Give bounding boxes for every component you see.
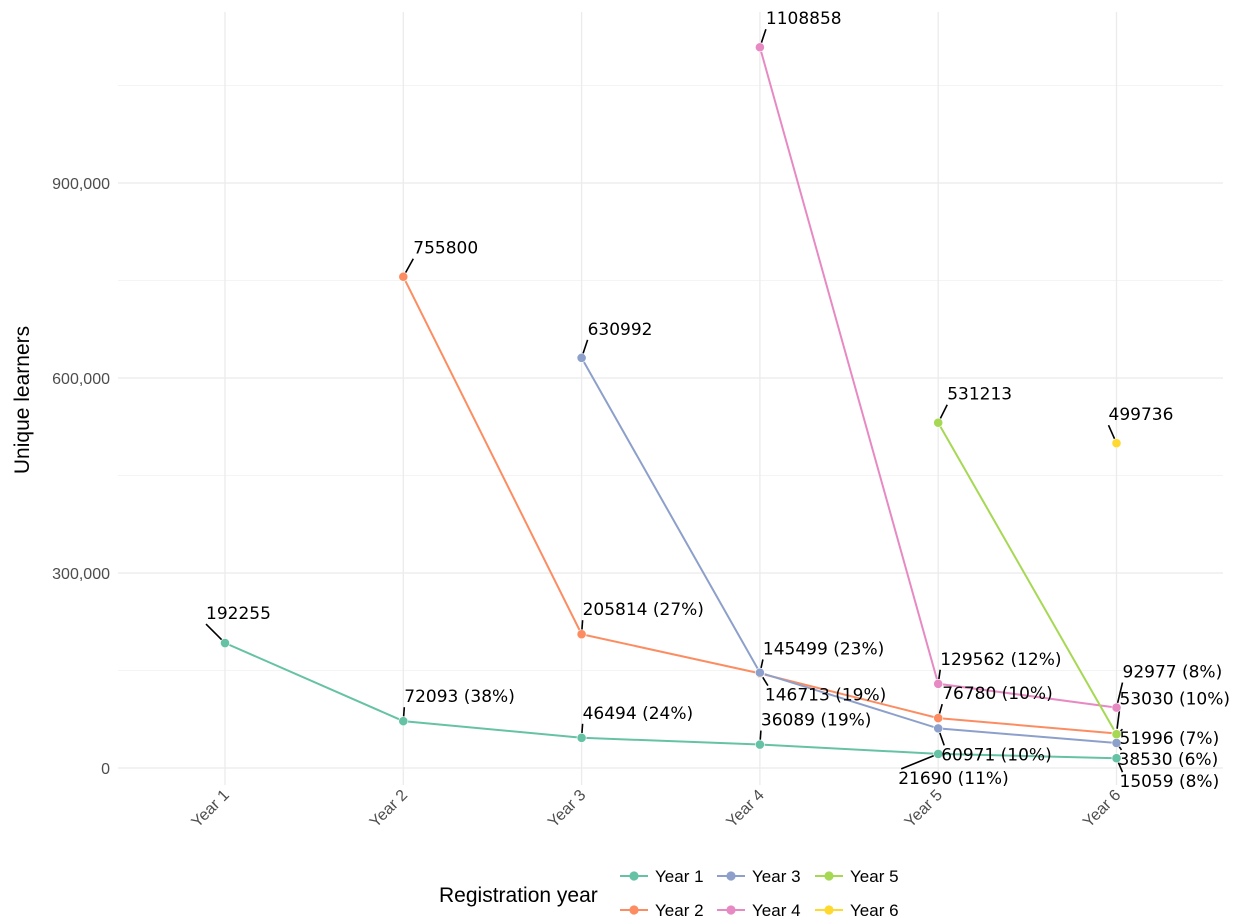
legend-item-year-4: Year 4: [717, 901, 801, 919]
x-tick-label: Year 6: [1080, 787, 1124, 831]
data-label: 205814 (27%): [583, 600, 704, 620]
y-tick-label: 600,000: [52, 371, 110, 388]
data-point: [1111, 438, 1122, 449]
data-points: [220, 42, 1122, 764]
data-label: 755800: [413, 239, 478, 259]
data-point: [755, 42, 765, 53]
y-tick-label: 0: [101, 761, 110, 778]
legend-label: Year 3: [752, 867, 801, 886]
legend-label: Year 1: [655, 867, 704, 886]
data-label: 192255: [206, 604, 271, 624]
data-label: 38530 (6%): [1119, 750, 1219, 770]
legend-label: Year 6: [850, 901, 899, 919]
data-label: 36089 (19%): [761, 711, 872, 731]
x-tick-label: Year 5: [902, 787, 946, 831]
legend-marker: [629, 871, 639, 881]
data-point: [1111, 753, 1122, 764]
data-point: [576, 352, 587, 363]
legend-marker: [726, 871, 736, 881]
grid: [118, 12, 1223, 785]
data-point: [576, 629, 587, 640]
data-point: [933, 713, 944, 723]
data-point: [755, 739, 765, 750]
legend-marker: [629, 905, 639, 915]
legend: Registration year Year 1 Year 3 Year 5 Year…: [439, 867, 899, 919]
data-label: 630992: [588, 320, 653, 340]
data-point: [1111, 702, 1122, 713]
y-tick-label: 900,000: [52, 176, 110, 193]
legend-title: Registration year: [439, 884, 598, 907]
data-label: 531213: [947, 385, 1012, 405]
data-point: [220, 638, 230, 648]
data-label: 51996 (7%): [1120, 729, 1220, 749]
x-tick-label: Year 2: [367, 787, 411, 831]
data-point: [933, 723, 944, 734]
data-point: [576, 732, 587, 743]
y-axis: 0 300,000 600,000 900,000: [52, 176, 110, 778]
legend-label: Year 5: [850, 867, 899, 886]
data-label: 92977 (8%): [1123, 663, 1223, 683]
legend-item-year-5: Year 5: [815, 867, 899, 886]
data-point: [398, 716, 409, 727]
legend-marker: [824, 871, 834, 881]
data-point: [1111, 729, 1122, 740]
x-tick-label: Year 4: [723, 787, 767, 831]
series-line-year-1: [224, 642, 1117, 760]
legend-item-year-1: Year 1: [620, 867, 704, 886]
data-label: 15059 (8%): [1120, 772, 1220, 792]
x-tick-label: Year 3: [545, 787, 589, 831]
data-label: 1108858: [766, 9, 842, 29]
data-point: [755, 667, 765, 678]
data-label: 129562 (12%): [940, 650, 1061, 670]
x-axis: Year 1 Year 2 Year 3 Year 4 Year 5 Year 6: [189, 787, 1125, 831]
series-line-year-3: [580, 357, 1117, 744]
legend-item-year-6: Year 6: [815, 901, 899, 919]
legend-item-year-3: Year 3: [717, 867, 801, 886]
label-leader: [900, 753, 939, 770]
legend-label: Year 4: [752, 901, 801, 919]
legend-label: Year 2: [655, 901, 704, 919]
y-tick-label: 300,000: [52, 566, 110, 583]
data-label: 499736: [1109, 405, 1174, 425]
data-label: 60971 (10%): [941, 745, 1052, 765]
data-label: 76780 (10%): [942, 684, 1053, 704]
data-label: 72093 (38%): [404, 687, 515, 707]
data-label: 145499 (23%): [763, 639, 884, 659]
data-label: 53030 (10%): [1120, 690, 1231, 710]
data-labels: 192255 72093 (38%) 46494 (24%) 36089 (19%) 2…: [206, 9, 1230, 792]
data-point: [398, 271, 409, 282]
legend-marker: [824, 905, 834, 915]
data-point: [933, 678, 944, 689]
data-point: [933, 417, 944, 428]
legend-item-year-2: Year 2: [620, 901, 704, 919]
data-label: 146713 (19%): [765, 686, 886, 706]
legend-marker: [726, 905, 736, 915]
x-tick-label: Year 1: [189, 787, 233, 831]
data-label: 21690 (11%): [898, 769, 1009, 789]
data-point: [933, 749, 944, 759]
data-label: 46494 (24%): [583, 704, 694, 724]
y-axis-title: Unique learners: [11, 326, 34, 474]
series-line-year-5: [937, 422, 1118, 735]
